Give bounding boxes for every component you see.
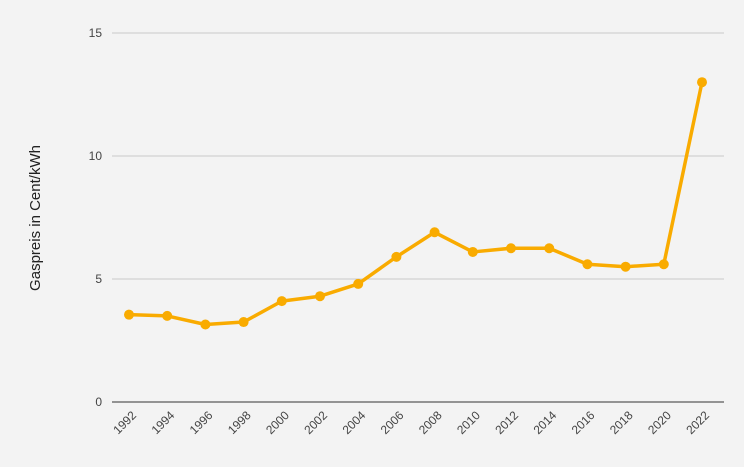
x-tick-label: 2014 (531, 408, 560, 437)
x-tick-label: 2018 (607, 408, 636, 437)
x-tick-label: 2008 (416, 408, 445, 437)
data-point (429, 227, 440, 238)
data-point (467, 246, 478, 257)
data-point (506, 243, 516, 254)
data-point (200, 319, 211, 330)
x-tick-label: 2020 (645, 408, 674, 437)
data-point (124, 309, 134, 320)
data-point (620, 261, 631, 272)
gridlines (112, 32, 724, 403)
data-point (658, 259, 669, 270)
x-tick-label: 2006 (378, 408, 407, 437)
y-tick-label: 15 (89, 26, 103, 40)
x-tick-label: 1996 (187, 408, 216, 437)
x-tick-label: 2002 (301, 408, 330, 437)
x-tick-label: 2010 (454, 408, 483, 437)
y-axis-ticks: 0 5 10 15 (89, 26, 103, 409)
x-tick-label: 2004 (340, 408, 369, 437)
data-point (162, 310, 173, 321)
x-tick-label: 2000 (263, 408, 292, 437)
data-point (544, 243, 555, 254)
y-axis-label: Gaspreis in Cent/kWh (27, 145, 44, 291)
data-point (391, 251, 402, 262)
x-tick-label: 1998 (225, 408, 254, 437)
data-point (582, 259, 593, 270)
y-tick-label: 0 (95, 395, 102, 409)
x-tick-label: 1994 (149, 408, 178, 437)
data-point (697, 77, 707, 88)
series-line (127, 80, 704, 327)
x-tick-label: 2022 (683, 408, 712, 437)
series-layer (124, 77, 707, 330)
data-point (315, 291, 325, 302)
data-point (276, 296, 287, 307)
data-point (353, 278, 364, 289)
x-axis-ticks: 1992 1994 1996 1998 2000 2002 2004 2006 2008 2010… (110, 408, 712, 437)
y-tick-label: 10 (89, 149, 103, 163)
x-tick-label: 2012 (492, 408, 521, 437)
data-point (238, 317, 249, 328)
y-tick-label: 5 (95, 272, 102, 286)
x-tick-label: 1992 (110, 408, 139, 437)
x-tick-label: 2016 (569, 408, 598, 437)
